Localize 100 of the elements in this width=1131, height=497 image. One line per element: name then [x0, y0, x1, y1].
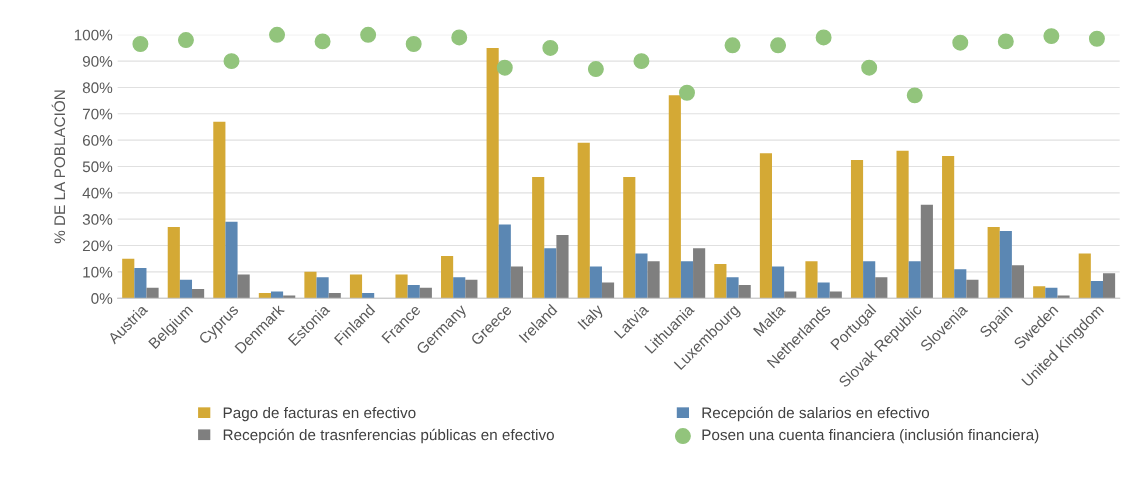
point	[132, 36, 149, 52]
point	[177, 32, 194, 49]
bar	[577, 142, 590, 299]
y-tick-label: 70%	[82, 108, 113, 120]
y-tick-label: 30%	[82, 214, 113, 225]
x-tick-label: Italy	[577, 303, 606, 332]
legend-label: Posen una cuenta financiera (inclusión financiera)	[702, 428, 1039, 444]
point	[633, 53, 650, 70]
y-tick-label: 40%	[82, 187, 113, 199]
bar	[1045, 287, 1058, 299]
bar	[179, 279, 193, 299]
point	[451, 29, 468, 46]
y-axis-title: % DE LA POBLACIÓN	[51, 90, 66, 244]
bar	[920, 204, 933, 299]
bar	[601, 282, 615, 299]
bar	[589, 266, 602, 299]
bar	[498, 224, 511, 299]
bar	[942, 155, 955, 299]
point	[269, 26, 286, 43]
bar	[441, 256, 454, 299]
bar	[146, 287, 159, 299]
bar	[738, 285, 751, 299]
bar	[817, 282, 830, 299]
bar	[863, 261, 876, 299]
bar	[647, 261, 660, 299]
y-tick-label: 50%	[82, 161, 113, 173]
bar	[635, 253, 648, 299]
y-tick-label: 90%	[82, 56, 113, 67]
bar	[134, 267, 147, 299]
bar	[270, 291, 284, 299]
point	[542, 39, 559, 56]
bar	[908, 261, 921, 299]
bar	[1011, 265, 1025, 299]
bar	[1033, 286, 1046, 299]
y-tick-label: 80%	[82, 82, 113, 94]
bar	[966, 279, 979, 299]
bar	[829, 291, 842, 299]
point	[952, 34, 969, 51]
bar	[486, 47, 499, 299]
bar	[465, 279, 478, 299]
bar	[225, 221, 238, 299]
bar	[167, 227, 180, 299]
bar	[407, 285, 420, 299]
bar	[362, 292, 375, 299]
bar	[714, 263, 727, 299]
bar	[395, 274, 408, 299]
y-tick-label: 10%	[83, 266, 113, 278]
bar	[532, 177, 545, 299]
point	[770, 37, 787, 54]
bar	[987, 227, 1000, 299]
bar	[304, 271, 317, 299]
point	[679, 84, 695, 101]
bar	[419, 287, 432, 299]
y-tick-label: 60%	[82, 135, 113, 146]
bar	[453, 277, 466, 299]
bar	[784, 291, 797, 299]
bar	[213, 121, 226, 299]
bar	[805, 261, 818, 299]
bar	[192, 288, 205, 299]
bar	[237, 274, 250, 299]
bar	[258, 292, 271, 299]
bar	[668, 95, 681, 299]
point	[1043, 28, 1060, 45]
legend-label: Recepción de salarios en efectivo	[702, 406, 930, 422]
bar	[1078, 253, 1091, 299]
bar	[122, 258, 135, 299]
bar	[693, 248, 706, 299]
bar	[328, 292, 341, 299]
bar	[896, 150, 909, 299]
point	[906, 87, 923, 104]
bar	[1102, 273, 1116, 299]
y-tick-label: 100%	[74, 29, 113, 41]
point	[223, 53, 240, 70]
bar	[680, 261, 694, 299]
point	[314, 33, 331, 50]
bar	[999, 231, 1012, 299]
bar	[544, 248, 557, 299]
y-tick-label: 0%	[91, 293, 113, 304]
bar	[759, 153, 772, 299]
bar	[316, 277, 329, 299]
bar	[772, 266, 785, 299]
bar	[623, 177, 636, 299]
bar	[726, 277, 739, 299]
legend-label: Recepción de trasnferencias públicas en efectivo	[223, 428, 554, 444]
point	[405, 36, 422, 52]
point	[724, 37, 741, 54]
bar	[556, 234, 569, 299]
point	[997, 33, 1014, 50]
point	[1088, 30, 1105, 47]
bar	[954, 269, 967, 299]
bar	[875, 277, 888, 299]
bar	[510, 266, 524, 299]
point	[496, 59, 513, 76]
bar	[349, 274, 363, 299]
point	[587, 61, 604, 78]
bar	[850, 159, 864, 299]
bar	[1090, 281, 1103, 299]
point	[360, 26, 377, 43]
y-tick-label: 20%	[82, 240, 113, 252]
point	[815, 29, 832, 46]
